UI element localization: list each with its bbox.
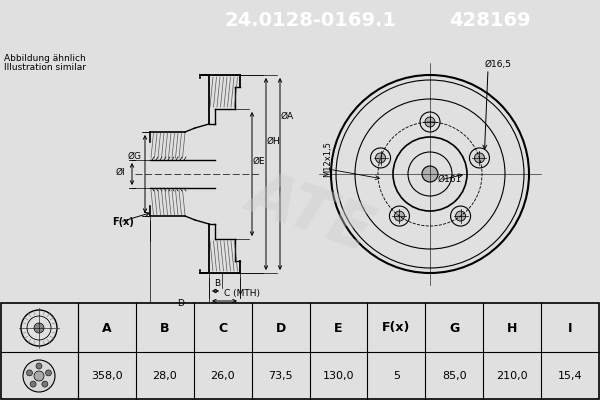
Text: ØH: ØH — [267, 137, 281, 146]
Circle shape — [34, 371, 44, 381]
Text: A: A — [102, 322, 112, 334]
Text: 130,0: 130,0 — [323, 371, 354, 381]
Text: E: E — [334, 322, 343, 334]
Text: Ø161: Ø161 — [438, 175, 462, 184]
Text: H: H — [507, 322, 517, 334]
Text: ØE: ØE — [253, 157, 266, 166]
Text: 73,5: 73,5 — [268, 371, 293, 381]
Text: 358,0: 358,0 — [91, 371, 123, 381]
Text: B: B — [214, 279, 221, 288]
Text: F(x): F(x) — [382, 322, 410, 334]
Circle shape — [30, 381, 36, 387]
Text: 26,0: 26,0 — [211, 371, 235, 381]
Circle shape — [36, 363, 42, 369]
Circle shape — [34, 323, 44, 333]
Circle shape — [455, 211, 466, 221]
Text: C (MTH): C (MTH) — [224, 289, 260, 298]
Circle shape — [475, 153, 484, 163]
Text: 15,4: 15,4 — [558, 371, 583, 381]
Text: D: D — [275, 322, 286, 334]
Text: Abbildung ähnlich: Abbildung ähnlich — [4, 54, 86, 63]
Text: G: G — [449, 322, 460, 334]
Text: ATE: ATE — [240, 162, 380, 262]
Circle shape — [26, 370, 32, 376]
Text: 210,0: 210,0 — [496, 371, 528, 381]
Circle shape — [422, 166, 438, 182]
Text: ØG: ØG — [128, 152, 142, 160]
Text: M12x1,5: M12x1,5 — [323, 141, 332, 177]
Circle shape — [425, 117, 435, 127]
Text: D: D — [178, 299, 184, 308]
Circle shape — [42, 381, 48, 387]
Text: 5: 5 — [393, 371, 400, 381]
Circle shape — [46, 370, 52, 376]
Text: B: B — [160, 322, 170, 334]
Text: I: I — [568, 322, 572, 334]
Text: ØI: ØI — [115, 168, 125, 176]
Text: 28,0: 28,0 — [152, 371, 177, 381]
Text: 24.0128-0169.1: 24.0128-0169.1 — [224, 12, 396, 30]
Text: Ø16,5: Ø16,5 — [485, 60, 512, 69]
Text: 85,0: 85,0 — [442, 371, 467, 381]
Text: 428169: 428169 — [449, 12, 531, 30]
Text: C: C — [218, 322, 227, 334]
Text: ØA: ØA — [281, 112, 294, 121]
Text: F(x): F(x) — [112, 217, 134, 227]
Circle shape — [394, 211, 404, 221]
Text: Illustration similar: Illustration similar — [4, 63, 86, 72]
Circle shape — [376, 153, 386, 163]
Circle shape — [23, 360, 55, 392]
